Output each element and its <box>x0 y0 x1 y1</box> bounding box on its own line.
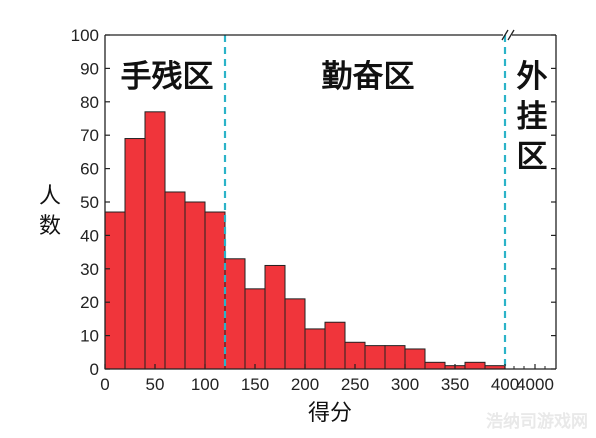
bar-11 <box>324 321 346 370</box>
bar-18 <box>464 361 486 370</box>
bar-1 <box>124 138 146 370</box>
bar-4 <box>184 201 206 370</box>
x-tick-label-3: 150 <box>241 375 269 394</box>
y-tick-label-6: 60 <box>80 160 99 179</box>
bar-13 <box>364 345 386 370</box>
y-tick-label-10: 100 <box>71 26 99 45</box>
x-tick-label-6: 300 <box>391 375 419 394</box>
region-dividers <box>223 35 507 369</box>
y-axis-ticks: 0 10 20 30 40 50 60 70 80 90 100 <box>71 26 556 379</box>
bar-7 <box>244 288 266 370</box>
bar-6 <box>224 258 246 370</box>
bar-16 <box>424 361 446 370</box>
region-labels: 手残区 勤奋区 外挂区 <box>121 59 548 175</box>
bar-15 <box>404 348 426 370</box>
bar-9 <box>284 298 306 370</box>
x-tick-label-0: 0 <box>100 375 109 394</box>
bar-8 <box>264 264 286 370</box>
x-tick-label-7: 350 <box>441 375 469 394</box>
axis-break-mark-1 <box>501 29 509 41</box>
bar-3 <box>164 191 186 370</box>
y-tick-label-8: 80 <box>80 93 99 112</box>
y-tick-label-9: 90 <box>80 59 99 78</box>
bar-14 <box>384 345 406 370</box>
region-label-0: 手残区 <box>121 59 214 95</box>
bars-group <box>104 111 506 370</box>
x-tick-label-2: 100 <box>191 375 219 394</box>
y-tick-label-5: 50 <box>80 193 99 212</box>
y-tick-label-0: 0 <box>90 360 99 379</box>
bar-2 <box>144 111 166 370</box>
bar-5 <box>204 211 226 370</box>
y-tick-label-1: 10 <box>80 327 99 346</box>
region-label-1: 勤奋区 <box>322 59 415 95</box>
watermark: 浩纳司游戏网 <box>486 412 588 432</box>
x-tick-label-5: 250 <box>341 375 369 394</box>
y-tick-label-2: 20 <box>80 293 99 312</box>
x-tick-label-8: 400 <box>491 375 519 394</box>
y-tick-label-7: 70 <box>80 126 99 145</box>
x-tick-label-1: 50 <box>146 375 165 394</box>
y-tick-label-4: 40 <box>80 226 99 245</box>
y-tick-label-3: 30 <box>80 260 99 279</box>
x-axis-title: 得分 <box>308 401 352 426</box>
y-axis-title: 人数 <box>39 184 61 239</box>
region-label-2: 外挂区 <box>517 59 548 175</box>
x-tick-label-4: 200 <box>291 375 319 394</box>
x-break-tick-label-0: 4000 <box>516 375 554 394</box>
bar-10 <box>304 328 326 370</box>
axis-break-mark-2 <box>507 29 515 41</box>
